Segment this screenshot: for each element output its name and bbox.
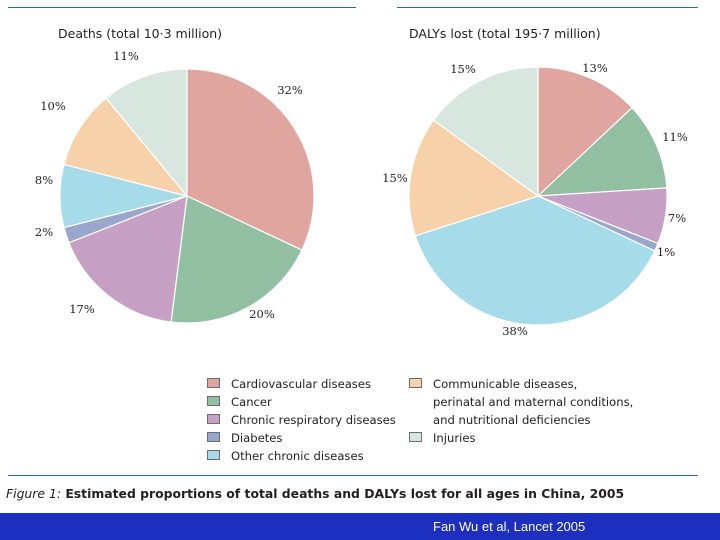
deaths-label-communicable: 10% xyxy=(40,99,66,113)
deaths-slice-cardiovascular xyxy=(186,68,315,251)
deaths-label-cardiovascular: 32% xyxy=(277,83,303,97)
deaths-slice-chronic-respiratory xyxy=(68,195,188,323)
deaths-label-injuries: 11% xyxy=(113,49,139,63)
legend-swatch-chronic-respiratory xyxy=(207,414,220,424)
dalys-label-communicable: 15% xyxy=(382,171,408,185)
dalys-chart-title: DALYs lost (total 195·7 million) xyxy=(409,26,601,41)
deaths-label-diabetes: 2% xyxy=(35,225,53,239)
legend-label-chronic-respiratory: Chronic respiratory diseases xyxy=(231,413,396,427)
deaths-label-other-chronic: 8% xyxy=(35,173,53,187)
legend-label-cancer: Cancer xyxy=(231,395,272,409)
dalys-slice-other-chronic xyxy=(414,195,656,326)
figure-caption-prefix: Figure 1: xyxy=(6,486,62,501)
dalys-slice-cancer xyxy=(536,106,668,197)
footer-citation: Fan Wu et al, Lancet 2005 xyxy=(433,519,586,534)
legend-swatch-communicable xyxy=(409,378,422,388)
dalys-pie-labels: 13% 11% 7% 1% 38% 15% 15% xyxy=(382,61,688,338)
dalys-label-diabetes: 1% xyxy=(657,245,675,259)
deaths-pie-labels: 32% 20% 17% 2% 8% 10% 11% xyxy=(35,49,303,321)
top-rule-right xyxy=(397,7,698,8)
legend-swatch-cardiovascular xyxy=(207,378,220,388)
legend-label-communicable-line-1: Communicable diseases, xyxy=(433,377,578,391)
legend-label-communicable-line-2: perinatal and maternal conditions, xyxy=(433,395,634,409)
pie-charts: Deaths (total 10·3 million) DALYs lost (… xyxy=(35,26,688,338)
deaths-label-chronic-respiratory: 17% xyxy=(69,302,95,316)
dalys-slice-cardiovascular xyxy=(537,66,633,198)
deaths-slice-communicable xyxy=(63,97,189,198)
dalys-label-injuries: 15% xyxy=(450,62,476,76)
legend-label-cardiovascular: Cardiovascular diseases xyxy=(231,377,372,391)
deaths-slice-injuries xyxy=(105,68,188,198)
footer-bar: Fan Wu et al, Lancet 2005 xyxy=(0,513,720,540)
deaths-label-cancer: 20% xyxy=(249,307,275,321)
dalys-label-chronic-respiratory: 7% xyxy=(668,211,686,225)
dalys-label-cardiovascular: 13% xyxy=(582,61,608,75)
legend: Cardiovascular diseases Cancer Chronic r… xyxy=(207,375,647,465)
top-rule-left xyxy=(8,7,356,8)
dalys-slice-injuries xyxy=(432,66,539,198)
legend-swatch-injuries xyxy=(409,432,422,442)
legend-swatch-cancer xyxy=(207,396,220,406)
dalys-pie xyxy=(408,66,668,326)
figure-caption-text: Estimated proportions of total deaths an… xyxy=(61,486,625,501)
deaths-pie xyxy=(59,68,315,324)
dalys-slice-communicable xyxy=(408,119,540,237)
legend-label-injuries: Injuries xyxy=(433,431,476,445)
deaths-slice-cancer xyxy=(170,195,303,324)
legend-label-communicable-line-3: and nutritional deficiencies xyxy=(433,413,591,427)
dalys-label-other-chronic: 38% xyxy=(502,324,528,338)
bottom-rule xyxy=(8,475,698,476)
legend-label-other-chronic: Other chronic diseases xyxy=(231,449,364,463)
dalys-label-cancer: 11% xyxy=(662,130,688,144)
legend-swatch-other-chronic xyxy=(207,450,220,460)
legend-label-diabetes: Diabetes xyxy=(231,431,283,445)
legend-swatch-diabetes xyxy=(207,432,220,442)
figure-caption: Figure 1: Estimated proportions of total… xyxy=(6,486,624,501)
deaths-chart-title: Deaths (total 10·3 million) xyxy=(58,26,222,41)
